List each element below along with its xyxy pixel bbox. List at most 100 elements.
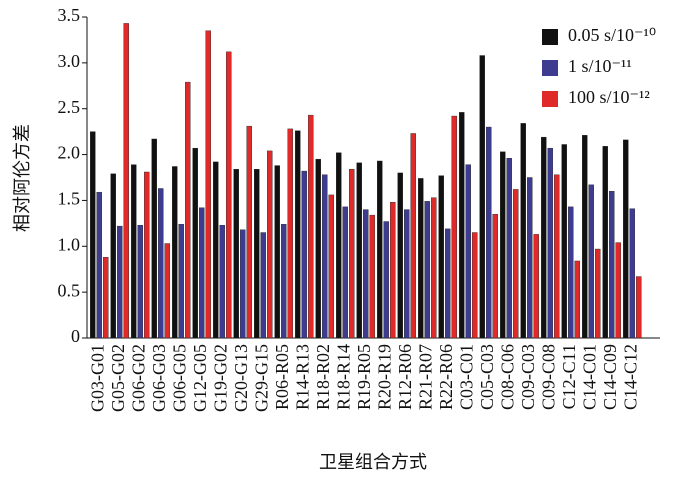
y-axis-label: 相对阿伦方差 bbox=[12, 124, 32, 232]
x-tick-label: C14-C01 bbox=[579, 344, 599, 410]
bar bbox=[418, 178, 424, 339]
bar bbox=[472, 232, 478, 339]
x-tick-label: C14-C12 bbox=[620, 344, 640, 410]
bar bbox=[287, 128, 293, 339]
x-tick-label: G06-G02 bbox=[128, 344, 148, 412]
bar bbox=[595, 248, 601, 339]
x-tick-label: R18-R14 bbox=[333, 344, 353, 410]
bar bbox=[342, 206, 348, 339]
bar bbox=[110, 173, 116, 339]
bar bbox=[520, 123, 526, 339]
bar bbox=[513, 189, 519, 339]
x-tick-label: C03-C01 bbox=[456, 344, 476, 410]
bar bbox=[533, 234, 539, 339]
bar bbox=[164, 243, 170, 339]
x-tick-label: G19-G02 bbox=[210, 344, 230, 412]
bar bbox=[479, 55, 485, 339]
x-axis-label: 卫星组合方式 bbox=[319, 452, 427, 472]
legend-label: 100 s/10⁻¹² bbox=[568, 87, 650, 107]
bar bbox=[465, 164, 471, 339]
x-tick-label: R20-R19 bbox=[374, 344, 394, 410]
x-tick-label: R19-R05 bbox=[354, 344, 374, 410]
x-tick-label: C09-C08 bbox=[538, 344, 558, 410]
x-tick-label: R22-R06 bbox=[436, 344, 456, 410]
bar bbox=[199, 207, 205, 339]
legend-swatch bbox=[542, 29, 558, 45]
y-tick-label: 2.0 bbox=[58, 143, 81, 163]
y-tick-label: 1.5 bbox=[58, 189, 81, 209]
bar bbox=[431, 197, 437, 339]
bar bbox=[295, 130, 301, 339]
bar bbox=[568, 206, 574, 339]
legend-label: 1 s/10⁻¹¹ bbox=[568, 56, 632, 76]
bar bbox=[308, 114, 314, 339]
bar bbox=[369, 214, 375, 339]
x-tick-label: R06-R05 bbox=[272, 344, 292, 410]
bar bbox=[117, 225, 123, 339]
bar bbox=[96, 191, 102, 339]
bar bbox=[582, 135, 588, 339]
bar bbox=[172, 166, 178, 339]
x-tick-label: C09-C03 bbox=[518, 344, 538, 410]
x-tick-label: R18-R02 bbox=[313, 344, 333, 410]
legend-swatch bbox=[542, 91, 558, 107]
x-tick-label: C05-C03 bbox=[477, 344, 497, 410]
x-tick-label: R21-R07 bbox=[415, 344, 435, 410]
bar bbox=[267, 150, 273, 339]
bar bbox=[492, 213, 498, 339]
bar bbox=[254, 169, 260, 339]
legend-swatch bbox=[542, 60, 558, 76]
bar bbox=[588, 184, 594, 339]
y-tick-label: 3.0 bbox=[58, 51, 81, 71]
bar bbox=[486, 126, 492, 339]
bar bbox=[574, 260, 580, 339]
bar bbox=[445, 228, 451, 339]
bar bbox=[144, 171, 150, 339]
bar bbox=[629, 208, 635, 339]
bar bbox=[301, 170, 307, 339]
bar bbox=[246, 125, 252, 339]
bar bbox=[90, 131, 96, 339]
x-tick-label: G20-G13 bbox=[231, 344, 251, 412]
bar bbox=[315, 158, 321, 339]
x-tick-label: R14-R13 bbox=[292, 344, 312, 410]
bar bbox=[404, 209, 410, 339]
y-tick-label: 2.5 bbox=[58, 97, 81, 117]
bar bbox=[390, 202, 396, 339]
bar bbox=[424, 201, 430, 339]
bar bbox=[240, 229, 246, 339]
bar bbox=[506, 158, 512, 339]
bar bbox=[274, 165, 280, 339]
bar bbox=[561, 144, 567, 339]
bar bbox=[602, 146, 608, 339]
bar bbox=[500, 151, 506, 339]
bar bbox=[137, 224, 143, 339]
x-tick-label: G29-G15 bbox=[251, 344, 271, 412]
bar bbox=[205, 30, 211, 339]
bar bbox=[123, 23, 129, 339]
bar bbox=[383, 221, 389, 339]
bar bbox=[226, 51, 232, 339]
bar bbox=[131, 164, 137, 339]
bar bbox=[363, 209, 369, 339]
legend-label: 0.05 s/10⁻¹⁰ bbox=[568, 25, 656, 45]
bar bbox=[623, 139, 629, 339]
y-tick-label: 3.5 bbox=[58, 5, 81, 25]
bar bbox=[260, 232, 266, 339]
bar bbox=[459, 112, 465, 339]
bar bbox=[349, 169, 355, 339]
bar bbox=[377, 160, 383, 339]
bar bbox=[410, 133, 416, 339]
bar bbox=[158, 188, 164, 339]
y-tick-label: 0.5 bbox=[58, 280, 81, 300]
bar bbox=[151, 138, 157, 339]
bar bbox=[438, 175, 444, 339]
bar bbox=[192, 147, 198, 339]
x-tick-label: C14-C09 bbox=[600, 344, 620, 410]
bar bbox=[281, 224, 287, 339]
bar bbox=[103, 257, 109, 339]
x-tick-label: G06-G03 bbox=[149, 344, 169, 412]
y-tick-label: 1.0 bbox=[58, 234, 81, 254]
bar bbox=[356, 162, 362, 339]
bar bbox=[328, 194, 334, 339]
